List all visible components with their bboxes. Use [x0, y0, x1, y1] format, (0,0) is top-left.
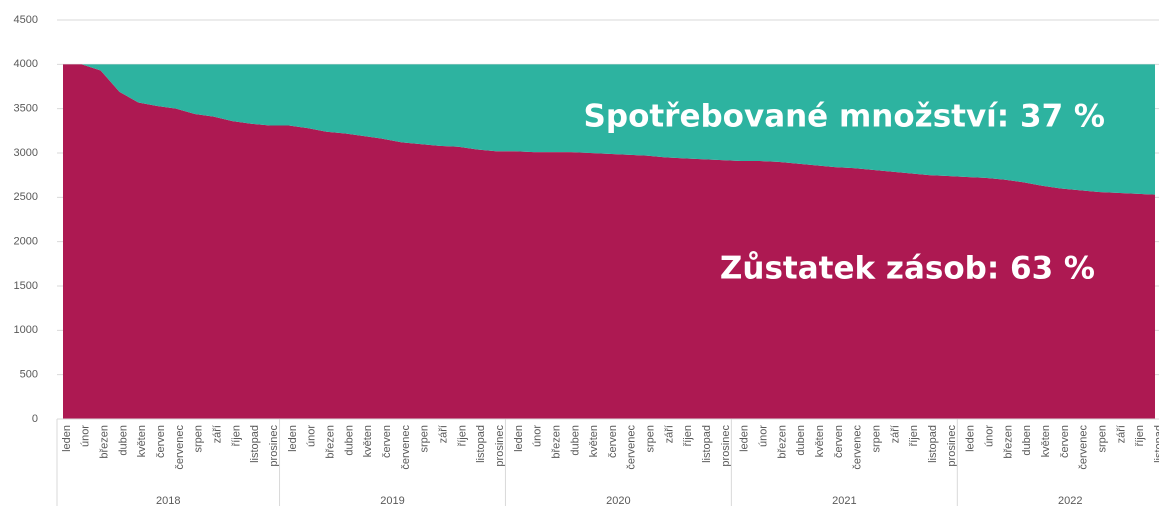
x-tick-label: srpen: [645, 425, 657, 453]
x-tick-label: říjen: [682, 425, 694, 446]
x-tick-label: prosinec: [494, 425, 506, 467]
x-tick-label: červenec: [1078, 425, 1090, 470]
y-tick-label: 4000: [14, 58, 38, 70]
y-tick-label: 1500: [14, 280, 38, 292]
x-tick-label: leden: [739, 425, 751, 452]
group-label: 2020: [606, 495, 630, 506]
areas: [63, 64, 1155, 419]
x-tick-label: září: [437, 425, 449, 443]
x-tick-label: červen: [607, 425, 619, 458]
x-tick-label: říjen: [908, 425, 920, 446]
x-tick-label: říjen: [230, 425, 242, 446]
group-label: 2019: [380, 495, 404, 506]
group-label: 2021: [832, 495, 856, 506]
x-tick-label: leden: [965, 425, 977, 452]
group-label: 2018: [156, 495, 180, 506]
x-tick-label: březen: [776, 425, 788, 459]
x-tick-label: únor: [983, 425, 995, 447]
y-tick-label: 500: [20, 369, 38, 381]
y-tick-label: 1000: [14, 324, 38, 336]
y-tick-label: 2500: [14, 191, 38, 203]
y-tick-label: 4500: [14, 14, 38, 26]
x-tick-label: leden: [61, 425, 73, 452]
x-tick-label: červen: [1059, 425, 1071, 458]
x-tick-label: srpen: [1096, 425, 1108, 453]
x-tick-label: březen: [99, 425, 111, 459]
x-tick-label: červen: [155, 425, 167, 458]
x-tick-label: prosinec: [720, 425, 732, 467]
x-tick-label: květen: [588, 425, 600, 457]
x-tick-label: srpen: [193, 425, 205, 453]
x-tick-label: únor: [80, 425, 92, 447]
area: [63, 64, 1155, 419]
x-tick-label: únor: [532, 425, 544, 447]
x-tick-label: listopad: [1153, 425, 1159, 463]
group-label: 2022: [1058, 495, 1082, 506]
x-tick-label: říjen: [456, 425, 468, 446]
x-tick-label: červenec: [852, 425, 864, 470]
x-tick-label: květen: [1040, 425, 1052, 457]
annotation: Zůstatek zásob: 63 %: [720, 251, 1095, 287]
x-tick-label: prosinec: [268, 425, 280, 467]
x-tick-label: červen: [381, 425, 393, 458]
x-tick-label: listopad: [701, 425, 713, 463]
x-tick-label: květen: [136, 425, 148, 457]
x-tick-label: říjen: [1134, 425, 1146, 446]
x-tick-label: leden: [513, 425, 525, 452]
x-tick-label: duben: [795, 425, 807, 456]
y-tick-label: 3000: [14, 147, 38, 159]
x-tick-label: září: [889, 425, 901, 443]
x-tick-label: září: [212, 425, 224, 443]
x-tick-label: duben: [343, 425, 355, 456]
x-tick-label: duben: [1021, 425, 1033, 456]
x-tick-label: září: [1115, 425, 1127, 443]
x-tick-label: červen: [833, 425, 845, 458]
y-tick-label: 3500: [14, 103, 38, 115]
x-tick-label: březen: [1002, 425, 1014, 459]
x-tick-label: listopad: [475, 425, 487, 463]
x-tick-label: duben: [569, 425, 581, 456]
x-tick-label: leden: [287, 425, 299, 452]
x-tick-label: únor: [758, 425, 770, 447]
y-tick-label: 0: [32, 413, 38, 425]
x-tick-label: únor: [306, 425, 318, 447]
x-tick-label: červenec: [400, 425, 412, 470]
x-tick-label: červenec: [174, 425, 186, 470]
x-tick-label: červenec: [626, 425, 638, 470]
x-tick-label: květen: [814, 425, 826, 457]
x-tick-label: duben: [117, 425, 129, 456]
area: [63, 64, 1155, 195]
x-tick-label: listopad: [249, 425, 261, 463]
x-tick-label: březen: [324, 425, 336, 459]
annotation: Spotřebované množství: 37 %: [584, 99, 1105, 135]
x-tick-label: srpen: [419, 425, 431, 453]
x-tick-label: prosinec: [946, 425, 958, 467]
y-tick-label: 2000: [14, 236, 38, 248]
x-tick-label: březen: [550, 425, 562, 459]
x-tick-label: srpen: [870, 425, 882, 453]
x-tick-label: listopad: [927, 425, 939, 463]
x-tick-label: květen: [362, 425, 374, 457]
x-tick-label: září: [663, 425, 675, 443]
